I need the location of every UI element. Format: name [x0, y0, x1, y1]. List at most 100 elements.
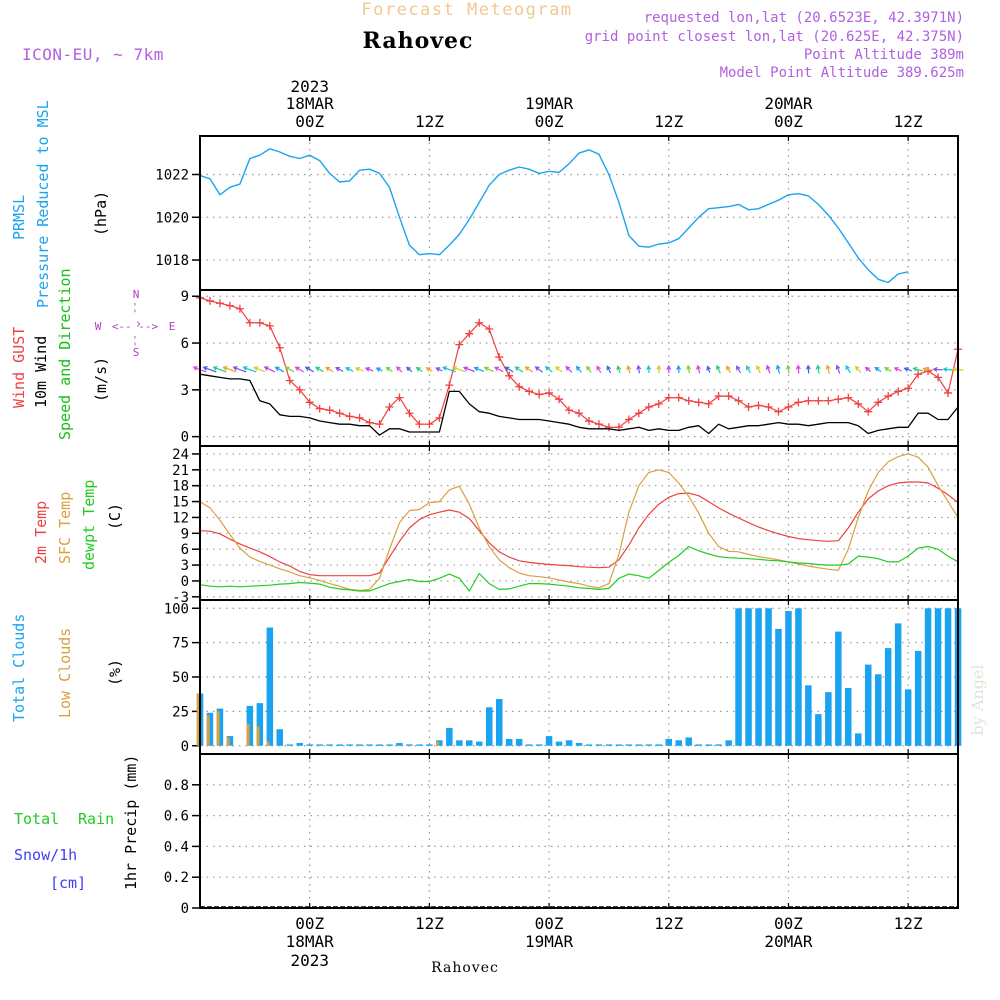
- total-cloud-bar: [725, 740, 732, 746]
- pressure-label-prmsl: PRMSL: [10, 195, 28, 240]
- temperature-ytick-label: 21: [172, 463, 189, 479]
- top-date-label: 19MAR: [525, 94, 574, 113]
- wind-unit: (m/s): [92, 357, 110, 402]
- gust-marker: [764, 403, 773, 411]
- wind-direction-arrow: [504, 366, 514, 373]
- gust-marker: [245, 318, 254, 327]
- gust-marker: [385, 403, 394, 411]
- top-date-label: 20MAR: [764, 94, 813, 113]
- gust-marker: [694, 398, 703, 407]
- temp-unit: (C): [106, 503, 124, 530]
- gust-marker: [475, 318, 484, 327]
- gust-marker: [774, 407, 783, 416]
- wind-direction-arrow: [202, 366, 217, 373]
- compass-s: S: [133, 346, 140, 359]
- gust-marker: [584, 417, 593, 426]
- wind-direction-arrow: [656, 364, 662, 374]
- top-time-label: 12Z: [894, 112, 923, 131]
- model-point-altitude: Model Point Altitude 389.625m: [720, 65, 964, 81]
- wind-line: [199, 373, 959, 436]
- gust-marker: [914, 370, 923, 379]
- total-cloud-bar: [346, 744, 353, 746]
- gust-marker: [205, 296, 214, 305]
- top-time-label: 00Z: [295, 112, 324, 131]
- total-cloud-bar: [426, 744, 433, 746]
- pressure-line: [199, 148, 909, 284]
- sfc-temp-line: [199, 453, 959, 592]
- total-cloud-bar: [366, 744, 373, 746]
- gust-marker: [804, 396, 813, 405]
- wind-direction-arrow: [864, 366, 872, 373]
- total-cloud-bar: [934, 608, 942, 746]
- bottom-time-label: 00Z: [774, 914, 803, 933]
- total-cloud-bar: [276, 729, 283, 746]
- top-time-label: 00Z: [535, 112, 564, 131]
- total-cloud-bar: [575, 743, 583, 746]
- total-cloud-bar: [266, 627, 274, 746]
- total-cloud-bar: [924, 608, 932, 746]
- wind-direction-arrow: [686, 364, 692, 374]
- gust-marker: [594, 420, 603, 429]
- gust-marker: [435, 413, 444, 422]
- wind-direction-arrow: [253, 366, 266, 373]
- total-cloud-bar: [256, 703, 264, 746]
- bottom-time-label: 00Z: [535, 914, 564, 933]
- total-cloud-bar: [555, 741, 563, 746]
- gust-marker: [754, 401, 763, 410]
- total-cloud-bar: [815, 714, 822, 746]
- wind-direction-arrow: [325, 366, 334, 373]
- wind-direction-arrow: [344, 367, 354, 372]
- gust-marker: [874, 398, 883, 407]
- wind-ytick-label: 0: [181, 430, 189, 446]
- gust-marker: [255, 318, 264, 327]
- wind-labels: Wind GUST 10m Wind Speed and Direction (…: [10, 268, 175, 440]
- total-cloud-bar: [695, 744, 702, 746]
- wind-direction-arrow: [932, 367, 943, 372]
- total-cloud-bar: [286, 744, 293, 746]
- clouds-ytick-label: 50: [172, 670, 189, 686]
- total-cloud-bar: [406, 744, 413, 746]
- total-cloud-bar: [605, 744, 613, 746]
- cloud-labels: Total Clouds Low Clouds (%): [10, 614, 124, 722]
- meteogram-panels: 1018102010220369-30369121518212402550751…: [155, 135, 964, 917]
- wind-direction-arrow: [575, 365, 582, 373]
- gust-marker: [854, 399, 863, 408]
- gust-marker: [884, 392, 893, 401]
- precipitation-ytick-label: 0.8: [164, 778, 189, 794]
- precip-labels: Total Rain Snow/1h [cm] 1hr Precip (mm): [14, 755, 140, 892]
- total-cloud-bar: [476, 741, 483, 746]
- wind-direction-arrow: [565, 365, 573, 373]
- wind-direction-arrow: [534, 366, 543, 373]
- wind-direction-arrow: [736, 365, 742, 374]
- total-cloud-bar: [715, 744, 722, 746]
- temperature-ytick-label: 12: [172, 510, 189, 526]
- wind-direction-arrow: [405, 366, 413, 373]
- precipitation-panel: 0 0.2 0.4 0.6 0.8: [164, 754, 958, 917]
- wind-direction-arrow: [626, 364, 632, 374]
- gust-marker: [784, 403, 793, 411]
- wind-direction-arrow: [385, 366, 393, 373]
- total-cloud-bar: [565, 740, 573, 746]
- total-cloud-bar: [855, 733, 862, 746]
- total-cloud-bar: [835, 631, 842, 746]
- cloud-label-low: Low Clouds: [56, 628, 74, 718]
- dewpt-line: [199, 545, 959, 592]
- total-cloud-bar: [466, 740, 473, 746]
- gust-marker: [724, 392, 733, 401]
- clouds-ytick-label: 0: [181, 739, 189, 755]
- total-cloud-bar: [376, 744, 383, 746]
- precip-label-total: Total: [14, 810, 59, 828]
- compass-e: E: [169, 320, 176, 333]
- wind-direction-arrow: [912, 366, 923, 372]
- low-cloud-bar: [216, 711, 220, 746]
- wind-direction-arrow: [676, 364, 682, 374]
- wind-direction-arrow: [756, 364, 761, 374]
- point-altitude: Point Altitude 389m: [804, 47, 964, 63]
- total-cloud-bar: [416, 744, 423, 746]
- total-cloud-bar: [595, 744, 603, 746]
- wind-label-gust: Wind GUST: [10, 327, 28, 408]
- wind-direction-arrow: [483, 366, 494, 373]
- gust-marker: [345, 412, 354, 421]
- gust-marker: [674, 393, 683, 402]
- compass-rose: N -- ^ -- W <-- --> E S: [95, 288, 176, 359]
